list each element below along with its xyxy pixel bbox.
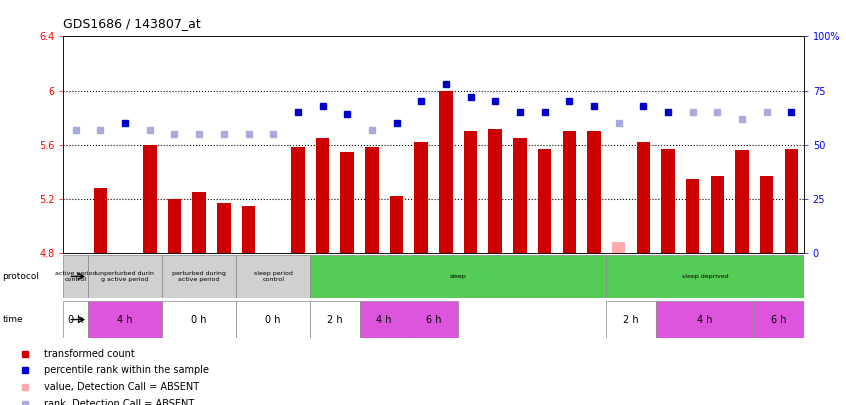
Text: 2 h: 2 h xyxy=(624,315,639,324)
Bar xyxy=(636,142,650,253)
Text: sleep: sleep xyxy=(450,274,467,279)
Bar xyxy=(439,91,453,253)
Bar xyxy=(242,206,255,253)
Text: active period
control: active period control xyxy=(55,271,96,282)
Text: time: time xyxy=(3,315,23,324)
Text: 4 h: 4 h xyxy=(118,315,133,324)
Bar xyxy=(360,301,409,338)
Bar xyxy=(63,301,88,338)
Text: 4 h: 4 h xyxy=(697,315,712,324)
Text: unperturbed durin
g active period: unperturbed durin g active period xyxy=(96,271,154,282)
Bar xyxy=(168,199,181,253)
Text: perturbed during
active period: perturbed during active period xyxy=(173,271,226,282)
Text: 4 h: 4 h xyxy=(376,315,392,324)
Bar xyxy=(735,150,749,253)
Bar xyxy=(686,179,700,253)
Bar xyxy=(143,145,157,253)
Text: 2 h: 2 h xyxy=(327,315,343,324)
Bar xyxy=(310,301,360,338)
Bar xyxy=(656,301,755,338)
Bar xyxy=(365,147,379,253)
Text: 0 h: 0 h xyxy=(266,315,281,324)
Bar xyxy=(340,151,354,253)
Bar xyxy=(514,138,527,253)
Text: rank, Detection Call = ABSENT: rank, Detection Call = ABSENT xyxy=(44,399,194,405)
Bar xyxy=(563,131,576,253)
Bar xyxy=(607,301,656,338)
Text: 0 h: 0 h xyxy=(191,315,207,324)
Bar xyxy=(390,196,404,253)
Bar xyxy=(409,301,459,338)
Bar xyxy=(192,192,206,253)
Bar xyxy=(88,301,162,338)
Bar xyxy=(488,128,502,253)
Text: transformed count: transformed count xyxy=(44,349,135,358)
Bar xyxy=(464,131,477,253)
Text: percentile rank within the sample: percentile rank within the sample xyxy=(44,365,209,375)
Bar xyxy=(162,301,236,338)
Text: GDS1686 / 143807_at: GDS1686 / 143807_at xyxy=(63,17,201,30)
Bar xyxy=(88,255,162,298)
Text: protocol: protocol xyxy=(3,272,40,281)
Bar xyxy=(162,255,236,298)
Bar xyxy=(415,142,428,253)
Bar xyxy=(94,188,107,253)
Bar xyxy=(310,255,607,298)
Text: sleep period
control: sleep period control xyxy=(254,271,293,282)
Bar xyxy=(607,255,804,298)
Bar xyxy=(236,255,310,298)
Text: 6 h: 6 h xyxy=(772,315,787,324)
Text: sleep deprived: sleep deprived xyxy=(682,274,728,279)
Bar xyxy=(662,149,675,253)
Bar xyxy=(63,255,88,298)
Bar xyxy=(217,203,231,253)
Bar xyxy=(784,149,798,253)
Bar xyxy=(291,147,305,253)
Bar xyxy=(236,301,310,338)
Bar xyxy=(538,149,552,253)
Bar xyxy=(755,301,804,338)
Bar xyxy=(612,242,625,253)
Bar xyxy=(587,131,601,253)
Bar xyxy=(760,176,773,253)
Bar xyxy=(316,138,329,253)
Bar xyxy=(711,176,724,253)
Text: 6 h: 6 h xyxy=(426,315,442,324)
Text: 0 h: 0 h xyxy=(68,315,84,324)
Text: value, Detection Call = ABSENT: value, Detection Call = ABSENT xyxy=(44,382,199,392)
